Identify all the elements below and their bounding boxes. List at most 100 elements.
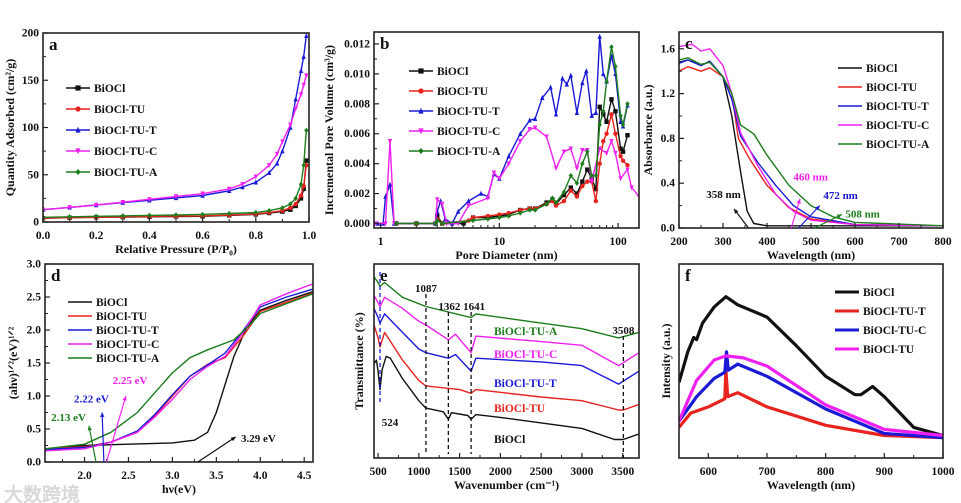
circle-marker — [518, 207, 523, 213]
triangle-up-marker — [418, 107, 424, 114]
annotation-arrow — [798, 205, 821, 229]
arrow-head-icon — [836, 214, 842, 219]
annotation-label: 472 nm — [823, 190, 858, 202]
square-marker — [585, 167, 590, 172]
triangle-up-marker — [564, 81, 570, 87]
triangle-up-marker — [75, 126, 81, 133]
triangle-down-marker — [439, 201, 445, 207]
diamond-marker — [418, 147, 424, 155]
panel-d: 2.0 2.5 3.0 3.5 4.0 4.50.00.51.01.52.02.53.0h… — [6, 259, 314, 496]
triangle-down-marker — [604, 150, 609, 156]
triangle-down-marker — [518, 139, 523, 145]
annotation-arrow — [105, 395, 127, 463]
y-tick-label: 0.010 — [344, 68, 370, 80]
legend-label: BiOCl-TU-T — [96, 325, 159, 337]
peak-label: 1641 — [463, 301, 485, 313]
series-line-biocl-tu-c — [679, 350, 943, 440]
square-marker — [580, 179, 585, 184]
y-tick-label: 200 — [22, 28, 40, 40]
triangle-up-marker — [274, 160, 280, 166]
y-tick-label: 0.000 — [344, 218, 370, 230]
triangle-down-marker — [301, 82, 306, 88]
square-marker — [609, 97, 614, 102]
diamond-marker — [485, 216, 491, 222]
annotation-arrow — [197, 436, 237, 463]
legend-label: BiOCl-TU-C — [94, 146, 157, 158]
y-tick-label: 0.8 — [661, 133, 676, 145]
x-tick-label: 2.0 — [77, 470, 92, 482]
legend-label: BiOCl-TU-A — [437, 146, 501, 158]
square-marker — [601, 112, 606, 117]
legend-label: BiOCl-TU-T — [94, 125, 157, 137]
series-line-biocl-tu — [679, 65, 943, 227]
triangle-up-marker — [280, 148, 285, 154]
triangle-down-marker — [544, 134, 549, 140]
x-tick-label: 600 — [700, 466, 718, 478]
series-line-biocl-tu-a — [45, 293, 313, 450]
triangle-up-marker — [584, 68, 589, 74]
diamond-marker — [75, 168, 81, 176]
y-axis-label: Quantity Adsorbed (cm²/g) — [3, 59, 17, 197]
arrow-head-icon — [815, 205, 820, 211]
plot-frame — [42, 32, 310, 223]
triangle-down-marker — [274, 151, 280, 157]
x-tick-label: 3500 — [611, 466, 634, 478]
legend-label: BiOCl — [94, 83, 125, 95]
triangle-down-marker — [253, 174, 258, 180]
triangle-up-marker — [304, 33, 309, 39]
x-axis-label: Wavelength (nm) — [767, 248, 855, 262]
circle-marker — [601, 139, 606, 144]
y-tick-label: 0.0 — [27, 457, 42, 469]
diamond-marker — [561, 189, 567, 195]
x-axis-label: Pore Diameter (nm) — [455, 248, 557, 262]
series-line-biocl-tu-t — [679, 59, 943, 227]
arrow-head-icon — [230, 436, 236, 442]
series-group — [45, 283, 313, 452]
series-line-biocl-tu-c — [679, 43, 943, 227]
diamond-marker — [625, 101, 630, 107]
x-tick-label: 4.5 — [297, 470, 312, 482]
peak-label: 1362 — [438, 301, 461, 313]
triangle-down-marker — [574, 165, 580, 171]
y-tick-label: 0.4 — [661, 178, 676, 190]
panel-label: a — [49, 35, 58, 54]
x-tick-label: 800 — [817, 466, 835, 478]
annotation-arrow — [88, 425, 97, 463]
x-tick-label: 0.2 — [89, 230, 104, 242]
circle-marker — [574, 194, 580, 199]
annotation-label: 2.25 eV — [113, 375, 148, 387]
legend-label: BiOCl-TU — [96, 311, 148, 323]
circle-marker — [568, 188, 574, 193]
legend-label: BiOCl-TU-T — [866, 101, 929, 113]
diamond-marker — [553, 199, 559, 206]
triangle-up-marker — [478, 190, 484, 196]
x-tick-label: 200 — [670, 236, 688, 248]
diamond-marker — [439, 220, 445, 227]
series-line-biocl-tu-t — [679, 368, 943, 440]
circle-marker — [604, 131, 609, 136]
triangle-down-marker — [266, 163, 272, 169]
y-tick-label: 1.0 — [27, 391, 42, 403]
peak-label: 1087 — [415, 283, 438, 295]
y-tick-label: 0 — [33, 217, 39, 229]
diamond-marker — [604, 78, 609, 85]
diamond-marker — [304, 127, 309, 134]
square-marker — [418, 68, 424, 74]
triangle-down-marker — [491, 170, 497, 176]
diamond-marker — [94, 213, 99, 220]
y-tick-label: 150 — [22, 75, 40, 87]
square-marker — [301, 186, 306, 192]
diamond-marker — [393, 220, 399, 227]
triangle-up-marker — [568, 72, 574, 78]
triangle-down-marker — [387, 139, 393, 145]
triangle-up-marker — [597, 33, 602, 39]
triangle-down-marker — [280, 139, 285, 145]
y-tick-label: 3.0 — [27, 259, 42, 271]
triangle-down-marker — [589, 179, 594, 185]
triangle-up-marker — [553, 111, 559, 117]
annotation-arrow — [790, 198, 801, 229]
diamond-marker — [200, 211, 205, 218]
diamond-marker — [414, 220, 419, 227]
square-marker — [568, 185, 574, 190]
x-axis-label: Wavelength (nm) — [767, 478, 855, 492]
